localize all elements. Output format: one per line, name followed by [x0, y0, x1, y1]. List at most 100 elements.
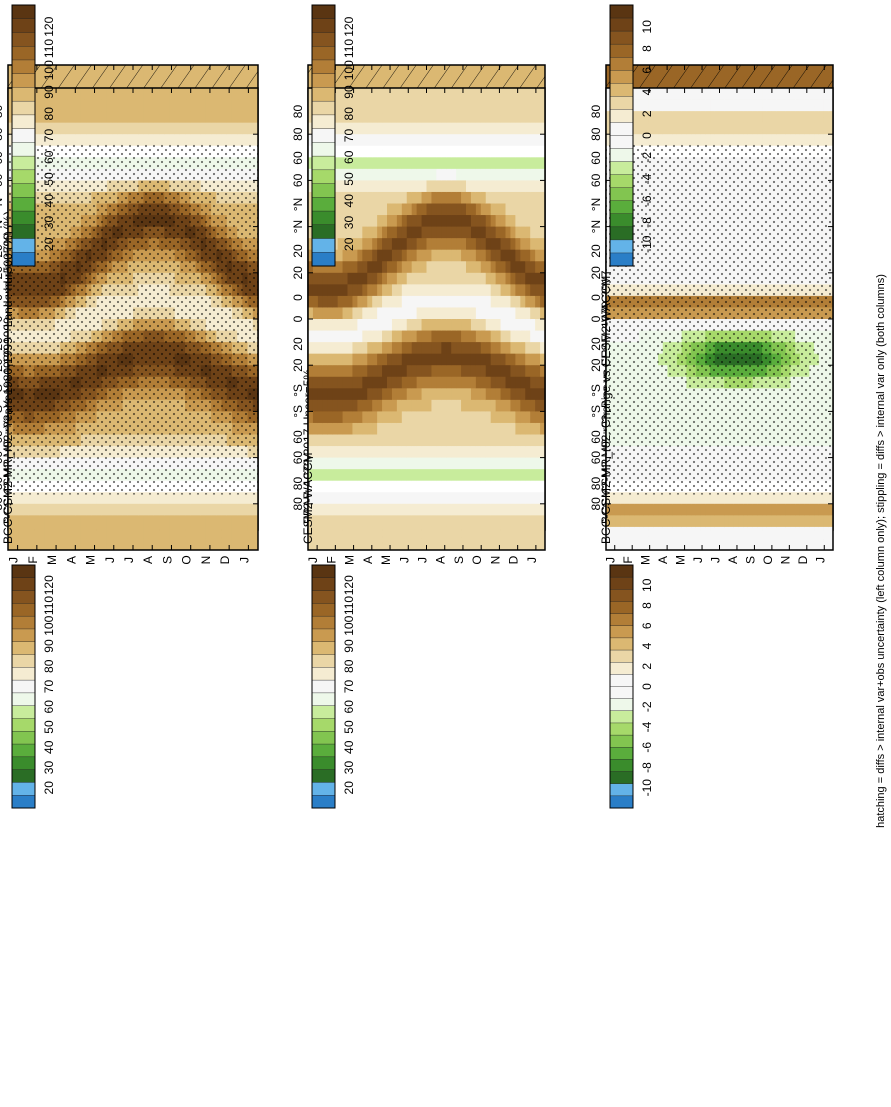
- colorbar-label-60: 60: [42, 150, 56, 164]
- heatmap-cell: [65, 100, 71, 112]
- heatmap-cell: [232, 515, 238, 527]
- heatmap-cell: [206, 100, 212, 112]
- heatmap-cell: [216, 538, 222, 550]
- heatmap-cell: [76, 100, 82, 112]
- colorbar-swatch: [12, 795, 35, 808]
- heatmap-cell: [65, 88, 71, 100]
- colorbar-label-90: 90: [42, 639, 56, 653]
- heatmap-cell: [154, 88, 160, 100]
- heatmap-cell: [86, 100, 92, 112]
- heatmap-cell: [242, 111, 248, 123]
- heatmap-cell: [180, 538, 186, 550]
- heatmap-cell: [112, 123, 118, 135]
- month-label-d: D: [218, 555, 232, 564]
- colorbar-swatch: [12, 87, 35, 101]
- heatmap-cell: [50, 538, 56, 550]
- heatmap-cell: [196, 515, 202, 527]
- colorbar-swatch: [12, 757, 35, 770]
- heatmap-cell: [242, 515, 248, 527]
- heatmap-cell: [71, 100, 77, 112]
- heatmap-cell: [149, 527, 155, 539]
- heatmap-cell: [76, 504, 82, 516]
- heatmap-cell: [97, 123, 103, 135]
- heatmap-cell: [169, 111, 175, 123]
- lat-tick-label-n: °N: [0, 198, 5, 211]
- heatmap-cell: [222, 504, 228, 516]
- heatmap-cell: [29, 538, 35, 550]
- heatmap-cell: [86, 111, 92, 123]
- heatmap-cell: [107, 111, 113, 123]
- lat-tick-label-60: 60: [0, 151, 5, 165]
- colorbar-swatch: [12, 184, 35, 198]
- heatmap-cell: [232, 538, 238, 550]
- heatmap-cell: [143, 111, 149, 123]
- heatmap-cell: [143, 100, 149, 112]
- colorbar-label-50: 50: [42, 172, 56, 186]
- heatmap-cell: [65, 515, 71, 527]
- colorbar-swatch: [12, 142, 35, 156]
- heatmap-cell: [185, 527, 191, 539]
- heatmap-cell: [107, 100, 113, 112]
- heatmap-cell: [128, 123, 134, 135]
- heatmap-cell: [102, 538, 108, 550]
- heatmap-cell: [76, 538, 82, 550]
- heatmap-cell: [159, 504, 165, 516]
- heatmap-cell: [50, 504, 56, 516]
- heatmap-cell: [196, 527, 202, 539]
- heatmap-cell: [55, 527, 61, 539]
- heatmap-cell: [86, 123, 92, 135]
- heatmap-cell: [149, 100, 155, 112]
- heatmap-cell: [91, 100, 97, 112]
- heatmap-cell: [248, 111, 254, 123]
- heatmap-cell: [159, 123, 165, 135]
- heatmap-cell: [97, 100, 103, 112]
- colorbar-label-110: 110: [42, 596, 56, 615]
- heatmap-cell: [133, 504, 139, 516]
- heatmap-cell: [117, 515, 123, 527]
- heatmap-cell: [211, 123, 217, 135]
- heatmap-cell: [149, 88, 155, 100]
- heatmap-cell: [216, 100, 222, 112]
- heatmap-cell: [50, 515, 56, 527]
- heatmap-cell: [201, 100, 207, 112]
- heatmap-cell: [175, 515, 181, 527]
- heatmap-cell: [133, 88, 139, 100]
- heatmap-cell: [227, 504, 233, 516]
- heatmap-cell: [86, 515, 92, 527]
- heatmap-cell: [237, 123, 243, 135]
- heatmap-cell: [133, 123, 139, 135]
- heatmap-cell: [159, 538, 165, 550]
- month-label-n: N: [199, 556, 213, 565]
- heatmap-cell: [206, 538, 212, 550]
- heatmap-cell: [185, 504, 191, 516]
- heatmap-cell: [169, 88, 175, 100]
- heatmap-cell: [65, 538, 71, 550]
- heatmap-cell: [201, 123, 207, 135]
- heatmap-cell: [44, 515, 50, 527]
- heatmap-cell: [102, 111, 108, 123]
- heatmap-cell: [128, 504, 134, 516]
- heatmap-cell: [91, 504, 97, 516]
- heatmap-cell: [154, 100, 160, 112]
- heatmap-cell: [24, 515, 30, 527]
- colorbar-swatch: [12, 591, 35, 604]
- heatmap-cell: [180, 123, 186, 135]
- colorbar-swatch: [12, 655, 35, 668]
- heatmap-cell: [65, 123, 71, 135]
- heatmap-cell: [97, 527, 103, 539]
- heatmap-cell: [97, 88, 103, 100]
- heatmap-cell: [149, 538, 155, 550]
- colorbar-swatch: [12, 101, 35, 115]
- heatmap-cell: [190, 527, 196, 539]
- month-label-j: J: [103, 557, 117, 563]
- heatmap-cell: [159, 515, 165, 527]
- heatmap-cell: [86, 527, 92, 539]
- heatmap-cell: [133, 111, 139, 123]
- heatmap-cell: [71, 515, 77, 527]
- colorbar-swatch: [12, 74, 35, 88]
- heatmap-cell: [138, 527, 144, 539]
- heatmap-cell: [123, 515, 129, 527]
- heatmap-cell: [107, 527, 113, 539]
- colorbar-swatch: [12, 603, 35, 616]
- month-label-j: J: [7, 557, 21, 563]
